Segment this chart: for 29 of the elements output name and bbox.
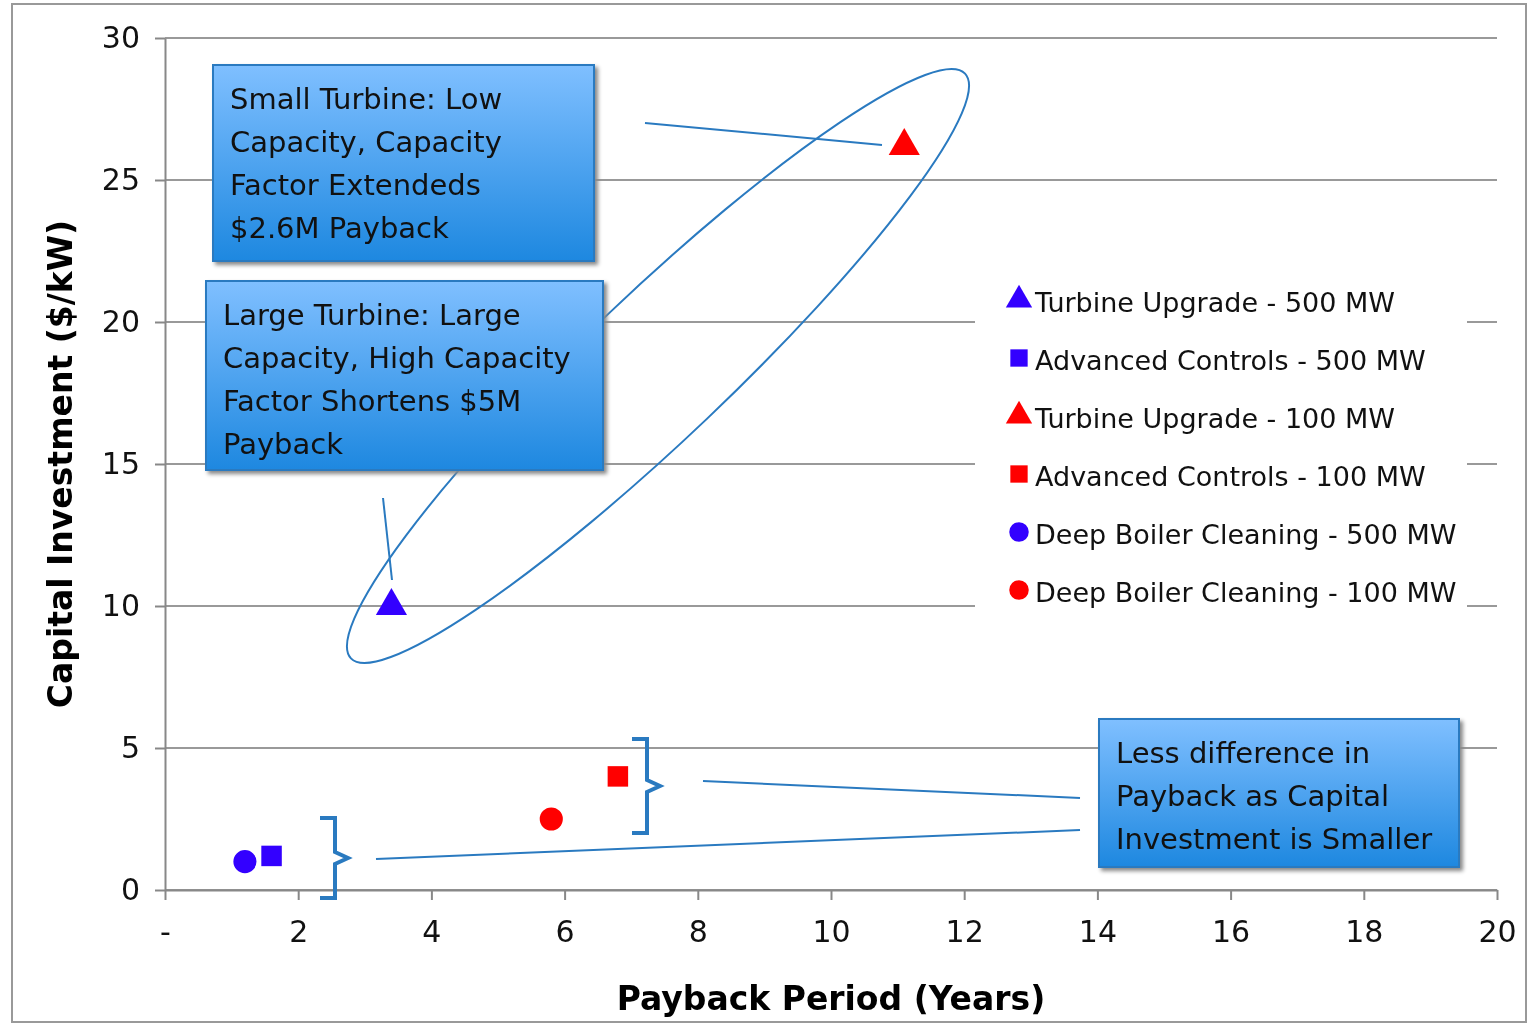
- legend-label: Deep Boiler Cleaning - 500 MW: [1035, 519, 1457, 550]
- y-tick-label: 10: [101, 588, 140, 624]
- x-tick-label: 18: [1345, 914, 1384, 949]
- x-tick-label: 10: [812, 914, 851, 949]
- y-tick-label: 0: [120, 872, 140, 908]
- callout-box: Small Turbine: Low Capacity, Capacity Factor Extendeds $2.6M Payback: [212, 64, 595, 262]
- x-tick-label: -: [160, 914, 171, 949]
- legend-label: Turbine Upgrade - 100 MW: [1034, 403, 1396, 434]
- callout-box: Large Turbine: Large Capacity, High Capacity Factor Shortens $5M Payback: [205, 280, 604, 471]
- y-axis-title: Capital Investment ($/kW): [41, 219, 80, 709]
- callout-box: Less difference in Payback as Capital Investment is Smaller: [1098, 718, 1460, 868]
- legend-label: Advanced Controls - 100 MW: [1035, 461, 1426, 492]
- y-tick-label: 20: [101, 304, 140, 340]
- legend-label: Deep Boiler Cleaning - 100 MW: [1035, 577, 1457, 608]
- legend-label: Turbine Upgrade - 500 MW: [1034, 287, 1396, 318]
- y-tick-label: 25: [101, 162, 140, 198]
- x-tick-label: 16: [1212, 914, 1251, 949]
- x-tick-label: 4: [422, 914, 442, 949]
- x-tick-label: 14: [1078, 914, 1117, 949]
- legend-label: Advanced Controls - 500 MW: [1035, 345, 1426, 376]
- x-tick-label: 8: [688, 914, 708, 949]
- x-tick-label: 6: [555, 914, 575, 949]
- y-tick-label: 15: [101, 446, 140, 482]
- y-tick-label: 5: [120, 730, 140, 766]
- x-tick-label: 20: [1478, 914, 1517, 949]
- x-tick-label: 12: [945, 914, 984, 949]
- x-tick-label: 2: [289, 914, 309, 949]
- y-tick-label: 30: [101, 20, 140, 56]
- x-axis-title: Payback Period (Years): [616, 979, 1046, 1018]
